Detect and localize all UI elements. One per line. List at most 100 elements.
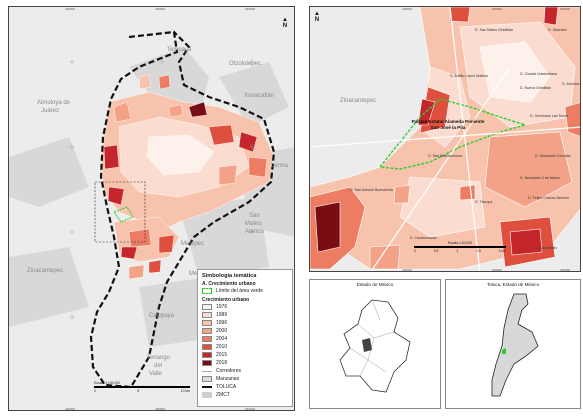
legend-year-label: 2015: [216, 352, 228, 358]
detail-scale-bar: Escala 1:20,000 0 0.5 1 1.5 2 km: [414, 241, 506, 253]
scale-label: 0.5: [433, 249, 439, 253]
legend-year-label: 2004: [216, 336, 228, 342]
legend-year-row: 1996: [202, 319, 288, 327]
scale-label: 0: [414, 249, 416, 253]
legend: Simbología temática A. Crecimiento urban…: [197, 269, 293, 407]
legend-year-swatch: [202, 328, 212, 334]
toluca-locator-title: Toluca, Estado de México: [486, 282, 540, 287]
detail-scale-title: Escala 1:20,000: [447, 241, 473, 245]
state-outline: [339, 299, 411, 393]
tick-bottom: 435000: [560, 268, 571, 272]
mun-del: del: [154, 363, 162, 369]
zmct-swatch: [202, 392, 212, 398]
scale-label: 1.5: [476, 249, 481, 253]
detail-map-canvas: Zinacantepec Parque Estatal Alameda Poni…: [310, 7, 580, 271]
park-name-line1: Parque Estatal Alameda Poniente: [412, 119, 485, 124]
mun-juarez: Juárez: [41, 108, 59, 114]
scale-label: 2 km: [498, 249, 506, 253]
tick-bottom: 430000: [155, 407, 166, 411]
tick-top: 435000: [560, 7, 571, 11]
legend-section-a: A. Crecimiento urbano: [202, 281, 256, 287]
tick-top: 430000: [155, 7, 166, 11]
colony-label: D. Seminario Conciliar: [535, 154, 572, 158]
colony-label: D. Seminario Las Torres: [530, 114, 569, 118]
scale-label: 1: [456, 249, 459, 253]
colony-label: D. Nueva Oxtotitlán: [520, 86, 551, 90]
colony-label: D. Cacalomacán: [410, 236, 437, 240]
colony-label: D. Ciudad Universitaria: [520, 72, 557, 76]
legend-title: Simbología temática: [202, 273, 257, 279]
legend-green-limit: Límite del área verde: [216, 288, 263, 294]
legend-toluca: TOLUCA: [216, 384, 237, 390]
tick-top: 425000: [402, 7, 413, 11]
mun-lerma: Lerma: [271, 163, 289, 169]
colony-label: S. Adolfo López Mateos: [450, 74, 488, 78]
colony-label: D. Tlacopa: [475, 200, 492, 204]
legend-zmct: ZMCT: [216, 392, 230, 398]
legend-year-swatch: [202, 360, 212, 366]
colony-label: D. Felipe Chávez Becerril: [528, 196, 569, 200]
mun-zinacantepec-detail: Zinacantepec: [340, 98, 376, 104]
colony-label: D. San Mateo Oxtotitlán: [475, 28, 513, 32]
legend-year-label: 1996: [216, 320, 228, 326]
mun-temoaya: Temoaya: [167, 47, 192, 53]
mun-tenango: Tenango: [147, 355, 171, 361]
legend-year-label: 2000: [216, 328, 228, 334]
corridor-swatch: [202, 370, 212, 372]
legend-blocks: Manzanas: [216, 376, 240, 382]
legend-growth-title: Crecimiento urbano: [202, 297, 250, 303]
scale-label: 10 km: [180, 389, 190, 393]
mun-otzolotepec: Otzolotepec: [229, 61, 261, 67]
legend-year-row: 1976: [202, 303, 288, 311]
block-swatch: [202, 376, 212, 382]
legend-year-row: 2000: [202, 327, 288, 335]
tick-top: 420000: [65, 7, 76, 11]
legend-corridors: Corredores: [216, 368, 242, 374]
park-name-line2: San José la Pila: [431, 125, 466, 130]
toluca-swatch: [202, 386, 212, 388]
mun-metepec: Metepec: [181, 241, 204, 247]
legend-year-swatch: [202, 352, 212, 358]
legend-year-swatch: [202, 336, 212, 342]
north-arrow-icon: ▲ N: [282, 17, 288, 29]
overview-map[interactable]: Temoaya Otzolotepec Almoloya de Juárez X…: [8, 6, 295, 411]
legend-year-label: 1989: [216, 312, 228, 318]
scale-bar: Escala 1:130,000 0 5 10 km: [94, 381, 190, 393]
mun-san: San: [249, 213, 260, 219]
legend-years: 1976 1989 1996 2000 2004 2010 2015 2018: [202, 303, 288, 367]
state-locator-map: Estado de México: [309, 279, 441, 409]
tick-top: 440000: [245, 7, 256, 11]
detail-map[interactable]: Zinacantepec Parque Estatal Alameda Poni…: [309, 6, 581, 272]
tick-top: 430000: [492, 7, 503, 11]
scale-label: 0: [94, 389, 96, 393]
mun-mateo: Mateo: [245, 221, 262, 227]
colony-label: D. Capultitlán: [535, 246, 557, 250]
mun-zinacantepec: Zinacantepec: [27, 268, 63, 274]
legend-year-label: 2018: [216, 360, 228, 366]
legend-year-label: 2010: [216, 344, 228, 350]
tick-bottom: 425000: [402, 268, 413, 272]
legend-year-row: 2010: [202, 343, 288, 351]
legend-year-swatch: [202, 312, 212, 318]
legend-year-row: 2018: [202, 359, 288, 367]
legend-year-label: 1976: [216, 304, 228, 310]
colony-label: D. San Buenaventura: [428, 154, 462, 158]
legend-year-swatch: [202, 320, 212, 326]
tick-bottom: 430000: [492, 268, 503, 272]
colony-label: D. Sánchez: [548, 28, 567, 32]
mun-valle: Valle: [149, 371, 163, 377]
mun-xonacatlan: Xonacatlán: [244, 93, 274, 99]
green-limit-swatch: [202, 288, 212, 294]
tick-bottom: 440000: [245, 407, 256, 411]
tick-bottom: 420000: [65, 407, 76, 411]
north-arrow-icon: ▲ N: [314, 11, 320, 23]
legend-year-row: 2004: [202, 335, 288, 343]
colony-label: D. San Antonio Buenavista: [350, 188, 393, 192]
toluca-outline: [491, 293, 539, 397]
legend-year-row: 1989: [202, 311, 288, 319]
legend-year-row: 2015: [202, 351, 288, 359]
mun-calimaya: Calimaya: [149, 313, 175, 319]
colony-label: D. Morelos: [562, 82, 580, 86]
state-locator-title: Estado de México: [356, 282, 394, 287]
mun-almoloya: Almoloya de: [37, 100, 71, 106]
